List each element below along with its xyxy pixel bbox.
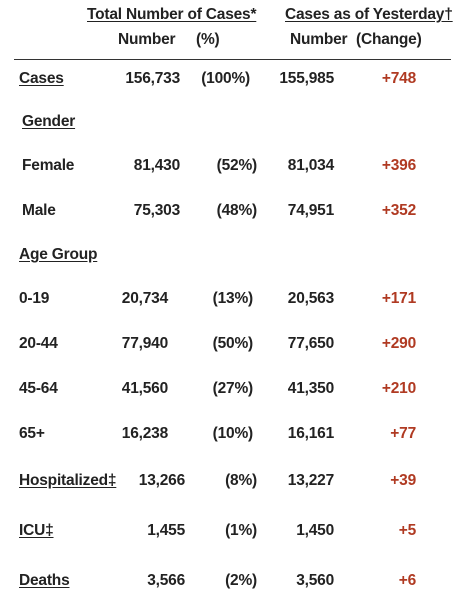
row-percent: (48%) <box>216 202 258 219</box>
row-percent: (52%) <box>216 157 258 174</box>
row-label: 20-44 <box>19 335 58 352</box>
row-label: Deaths <box>19 572 70 589</box>
row-yesterday-number: 13,227 <box>287 472 334 489</box>
row-yesterday-number: 77,650 <box>287 335 334 352</box>
row-change: +5 <box>398 522 416 539</box>
row-yesterday-number: 16,161 <box>287 425 334 442</box>
row-percent: (10%) <box>212 425 254 442</box>
row-number: 81,430 <box>133 157 180 174</box>
row-label: ICU‡ <box>19 522 54 539</box>
row-label: Hospitalized‡ <box>19 472 117 489</box>
row-yesterday-number: 1,450 <box>296 522 334 539</box>
number-column-header: Number <box>118 31 176 48</box>
row-yesterday-number: 3,560 <box>296 572 334 589</box>
row-label: Female <box>22 157 75 174</box>
row-change: +171 <box>381 290 416 307</box>
yesterday-cases-heading: Cases as of Yesterday† <box>285 6 453 23</box>
row-change: +396 <box>381 157 416 174</box>
row-label: 45-64 <box>19 380 58 397</box>
row-change: +210 <box>381 380 416 397</box>
row-change: +39 <box>390 472 416 489</box>
section-heading-age-group: Age Group <box>19 246 98 263</box>
row-change: +6 <box>398 572 416 589</box>
section-heading-gender: Gender <box>22 113 76 130</box>
percent-column-header: (%) <box>196 31 220 48</box>
row-number: 1,455 <box>147 522 185 539</box>
row-number: 3,566 <box>147 572 185 589</box>
row-label: Male <box>22 202 56 219</box>
row-change: +748 <box>381 70 416 87</box>
row-number: 13,266 <box>138 472 185 489</box>
yesterday-number-column-header: Number <box>290 31 348 48</box>
row-yesterday-number: 20,563 <box>287 290 334 307</box>
total-cases-heading: Total Number of Cases* <box>87 6 257 23</box>
row-percent: (8%) <box>225 472 257 489</box>
row-number: 77,940 <box>121 335 168 352</box>
row-label: 0-19 <box>19 290 50 307</box>
row-number: 156,733 <box>125 70 180 87</box>
row-number: 41,560 <box>121 380 168 397</box>
row-change: +290 <box>381 335 416 352</box>
header-divider <box>14 59 451 60</box>
row-number: 16,238 <box>121 425 168 442</box>
row-number: 20,734 <box>121 290 168 307</box>
row-percent: (100%) <box>201 70 250 87</box>
row-yesterday-number: 74,951 <box>287 202 334 219</box>
row-percent: (50%) <box>212 335 254 352</box>
row-yesterday-number: 81,034 <box>287 157 334 174</box>
row-percent: (1%) <box>225 522 257 539</box>
row-percent: (27%) <box>212 380 254 397</box>
row-change: +352 <box>381 202 416 219</box>
row-change: +77 <box>390 425 416 442</box>
row-label: Cases <box>19 70 64 87</box>
row-yesterday-number: 155,985 <box>279 70 334 87</box>
row-percent: (13%) <box>212 290 254 307</box>
change-column-header: (Change) <box>356 31 422 48</box>
row-yesterday-number: 41,350 <box>287 380 334 397</box>
row-number: 75,303 <box>133 202 180 219</box>
row-label: 65+ <box>19 425 45 442</box>
row-percent: (2%) <box>225 572 257 589</box>
